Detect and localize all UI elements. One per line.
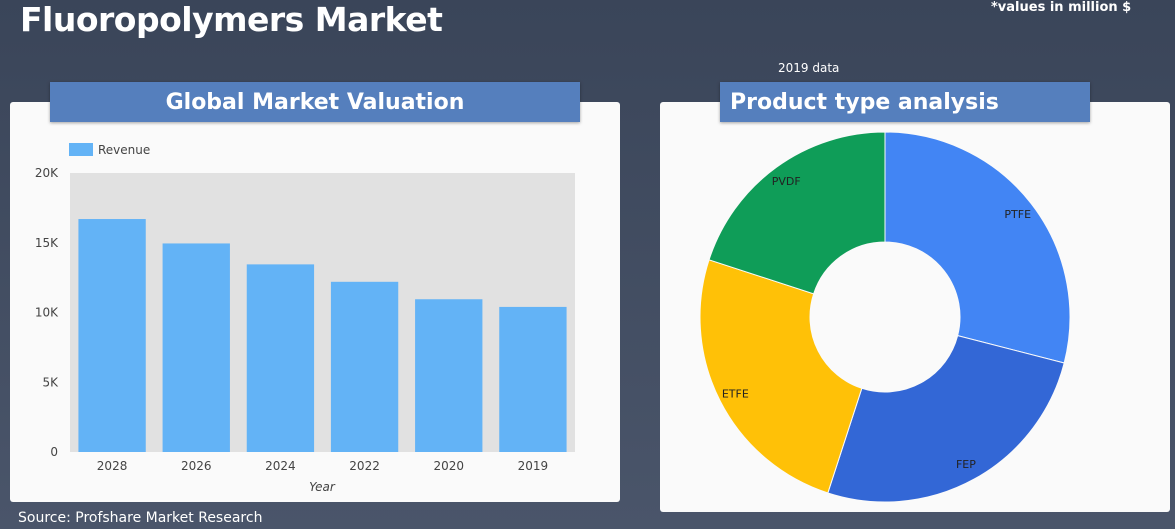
slice-etfe[interactable]: [699, 259, 863, 494]
bar-2026[interactable]: [162, 243, 230, 452]
slice-label-etfe: ETFE: [722, 387, 749, 400]
slice-ptfe[interactable]: [884, 131, 1071, 364]
x-tick-label: 2026: [181, 459, 212, 473]
legend-label-revenue: Revenue: [98, 143, 150, 157]
donut-slice-labels: PTFE FEP ETFE PVDF: [722, 175, 1031, 471]
plot-area: [70, 173, 575, 452]
x-tick-label: 2028: [97, 459, 128, 473]
donut-chart-title: Product type analysis: [720, 82, 1090, 122]
y-tick-label: 15K: [35, 236, 59, 250]
source-note: Source: Profshare Market Research: [18, 510, 263, 526]
slice-pvdf[interactable]: [708, 131, 886, 295]
slice-label-pvdf: PVDF: [772, 175, 801, 188]
slice-label-ptfe: PTFE: [1004, 208, 1031, 221]
data-year-label: 2019 data: [778, 61, 840, 75]
donut-chart: PTFE FEP ETFE PVDF: [699, 131, 1071, 503]
bar-2022[interactable]: [330, 281, 399, 452]
y-tick-label: 0: [50, 445, 58, 459]
x-axis-title: Year: [309, 480, 336, 494]
slice-fep[interactable]: [827, 335, 1065, 503]
x-tick-label: 2022: [349, 459, 380, 473]
y-tick-label: 5K: [42, 375, 59, 389]
bar-chart-card: Revenue 0 5K 10K 15K 20K 2028 2026 2024 2022 202…: [10, 102, 620, 502]
x-tick-label: 2019: [518, 459, 549, 473]
y-tick-label: 20K: [35, 166, 59, 180]
bar-legend[interactable]: Revenue: [69, 143, 150, 157]
y-axis: 0 5K 10K 15K 20K: [35, 166, 59, 459]
donut-slices: [699, 131, 1071, 503]
x-tick-label: 2024: [265, 459, 296, 473]
bars: [78, 219, 567, 452]
x-axis: 2028 2026 2024 2022 2020 2019: [97, 459, 548, 473]
values-unit-note: *values in million $: [991, 0, 1132, 15]
bar-2020[interactable]: [415, 299, 483, 452]
y-tick-label: 10K: [35, 306, 59, 320]
page-title: Fluoropolymers Market: [20, 0, 443, 39]
donut-chart-card: PTFE FEP ETFE PVDF: [660, 102, 1170, 512]
legend-swatch-revenue: [69, 143, 93, 156]
bar-2024[interactable]: [246, 264, 315, 452]
bar-chart-title: Global Market Valuation: [50, 82, 580, 122]
bar-2028[interactable]: [78, 219, 146, 452]
x-tick-label: 2020: [433, 459, 464, 473]
bar-2019[interactable]: [499, 306, 567, 452]
slice-label-fep: FEP: [956, 458, 976, 471]
